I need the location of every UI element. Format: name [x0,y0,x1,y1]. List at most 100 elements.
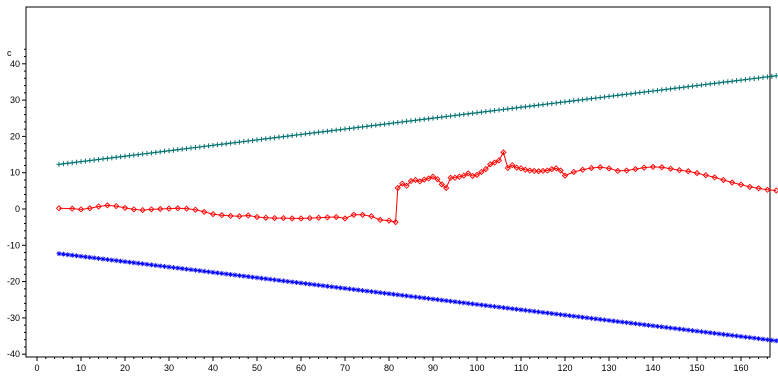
data-point [280,214,287,222]
data-point [324,128,330,134]
data-point [227,212,234,220]
data-point [571,98,577,104]
data-point [350,211,357,218]
data-point [584,315,590,321]
data-point [531,308,537,314]
data-point [566,313,572,319]
data-point [672,85,678,91]
data-point [628,91,634,97]
data-point [148,262,154,268]
data-point [461,111,467,117]
data-point [756,336,762,342]
data-point [588,96,594,102]
data-point [496,107,502,113]
data-point [747,76,753,82]
data-point [465,300,471,306]
data-point [166,148,172,154]
x-tick-label: 20 [120,363,130,373]
data-point [628,320,634,326]
data-point [624,320,630,326]
data-point [417,117,423,123]
data-point [685,168,692,175]
x-tick-label: 140 [645,363,660,373]
data-point [474,110,480,116]
data-point [650,323,656,329]
data-point [192,267,198,273]
data-point [694,83,700,89]
data-point [100,156,106,162]
series-3 [56,251,778,344]
data-point [668,325,674,331]
data-point [760,336,766,342]
data-point [285,133,291,139]
data-point [394,184,401,192]
data-point [175,147,181,153]
data-point [734,333,740,339]
data-point [377,216,384,224]
data-point [184,266,190,272]
data-point [285,278,291,284]
data-point [395,120,401,126]
data-point [179,146,185,152]
data-point [465,111,471,117]
data-point [320,283,326,289]
data-point [302,131,308,137]
data-point [192,206,199,213]
data-point [522,166,529,173]
data-point [302,281,308,287]
data-point [320,129,326,135]
data-point [382,121,388,127]
data-point [60,161,66,167]
data-point [492,108,498,114]
data-point [241,139,247,145]
data-point [91,157,97,163]
x-tick-label: 110 [514,363,528,373]
data-point [197,268,203,274]
data-point [135,260,141,266]
x-tick-label: 40 [208,363,218,373]
data-point [676,85,682,91]
data-point [654,323,660,329]
data-point [56,161,62,167]
data-point [65,252,71,258]
data-point [712,80,718,86]
data-point [558,99,564,105]
data-point [746,183,753,190]
x-tick-label: 120 [557,363,572,373]
data-point [593,95,599,101]
x-tick-label: 150 [689,363,704,373]
data-point [368,289,374,295]
data-point [416,178,423,185]
data-point [276,134,282,140]
data-point [183,205,190,212]
data-point [658,164,665,171]
data-point [157,205,164,213]
data-point [174,205,181,212]
y-tick-label: 30 [10,95,20,105]
data-point [341,215,349,222]
data-point [289,215,296,222]
data-point [517,165,525,172]
y-axis-label: c [7,48,12,58]
data-point [623,167,630,174]
data-point [624,91,630,97]
data-point [272,135,278,141]
data-point [712,330,718,336]
data-point [55,205,63,212]
data-point [711,174,718,181]
data-point [606,93,612,99]
data-point [298,280,304,286]
data-point [258,136,264,142]
data-point [734,78,740,84]
data-point [78,159,84,165]
data-point [584,96,590,102]
data-point [478,168,485,176]
data-point [78,253,84,259]
data-point [109,257,115,263]
data-point [236,273,242,279]
x-tick-label: 90 [428,363,438,373]
data-point [267,276,273,282]
data-point [421,295,427,301]
data-point [773,338,778,344]
x-tick-label: 0 [34,363,39,373]
